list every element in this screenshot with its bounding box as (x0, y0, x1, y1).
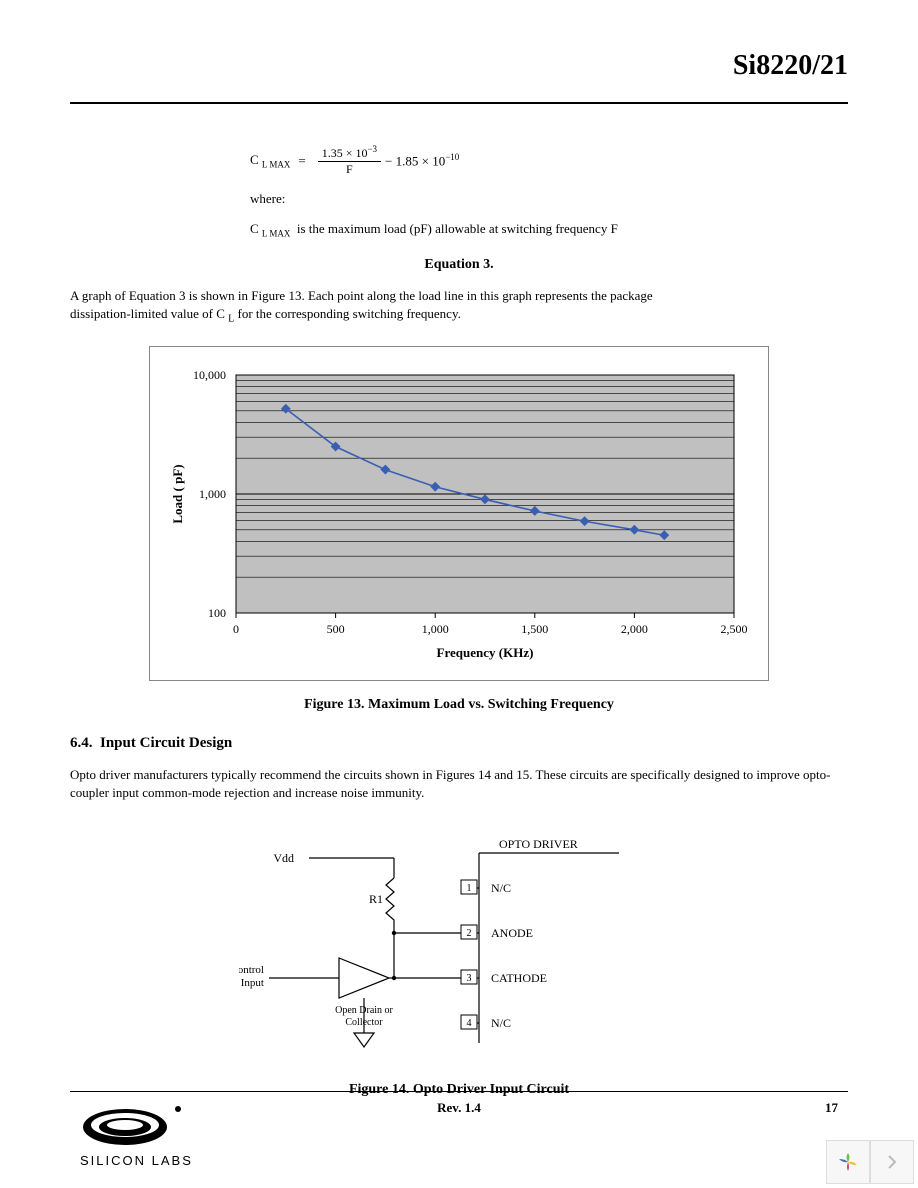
eq-num-top-sup: −3 (367, 144, 377, 154)
svg-text:2,000: 2,000 (621, 622, 648, 636)
logo-icon (80, 1103, 190, 1151)
chart-svg: 0 500 1,000 1,500 2,000 2,500 100 1,000 10,000 Fr… (164, 365, 754, 665)
silabs-logo: SILICON LABS (80, 1103, 193, 1168)
equation-block: C L MAX = 1.35 × 10−3 F − 1.85 × 10−10 w… (250, 144, 848, 239)
svg-text:R1: R1 (369, 892, 383, 906)
paragraph-1: A graph of Equation 3 is shown in Figure… (70, 287, 848, 328)
footer-page-number: 17 (825, 1100, 838, 1116)
svg-text:2: 2 (467, 928, 472, 939)
eq-tail-sup: −10 (445, 152, 459, 162)
svg-text:Frequency (KHz): Frequency (KHz) (437, 645, 534, 660)
eq-tail-text: − 1.85 × 10 (385, 153, 445, 168)
section-number: 6.4. (70, 735, 93, 751)
svg-text:1,000: 1,000 (199, 487, 226, 501)
para1-line2-pre: dissipation-limited value of C (70, 306, 225, 321)
svg-text:4: 4 (467, 1018, 472, 1029)
eq-def-sym: C (250, 221, 259, 236)
equation-main: C L MAX = 1.35 × 10−3 F − 1.85 × 10−10 (250, 144, 848, 177)
svg-text:100: 100 (208, 606, 226, 620)
eq-lhs-sub: L MAX (262, 159, 290, 169)
svg-text:Load ( pF): Load ( pF) (170, 464, 185, 523)
para1-line2-post: for the corresponding switching frequenc… (238, 306, 461, 321)
svg-text:CATHODE: CATHODE (491, 971, 547, 985)
para1-line1: A graph of Equation 3 is shown in Figure… (70, 288, 653, 303)
svg-text:Control: Control (239, 964, 264, 976)
badge-next-icon[interactable] (870, 1140, 914, 1184)
header-rule (70, 102, 848, 104)
svg-text:Vdd: Vdd (273, 851, 294, 865)
circuit-svg: VddR1ControlInputOpen Drain orCollectorO… (239, 833, 679, 1063)
chart-caption: Figure 13. Maximum Load vs. Switching Fr… (70, 697, 848, 713)
badge-logo-icon (826, 1140, 870, 1184)
chart-container: 0 500 1,000 1,500 2,000 2,500 100 1,000 10,000 Fr… (149, 346, 769, 681)
svg-text:500: 500 (327, 622, 345, 636)
eq-def-sub: L MAX (262, 229, 290, 239)
footer-rule (70, 1091, 848, 1092)
doc-title: Si8220/21 (70, 50, 848, 82)
svg-text:1,500: 1,500 (521, 622, 548, 636)
eq-def-text: is the maximum load (pF) allowable at sw… (297, 221, 618, 236)
svg-text:ANODE: ANODE (491, 926, 533, 940)
eq-lhs-sym: C (250, 152, 259, 167)
svg-text:10,000: 10,000 (193, 368, 226, 382)
eq-frac-top: 1.35 × 10−3 (318, 144, 381, 162)
eq-definition: C L MAX is the maximum load (pF) allowab… (250, 221, 848, 239)
svg-text:Input: Input (241, 977, 264, 989)
eq-fraction: 1.35 × 10−3 F (318, 144, 381, 177)
svg-text:N/C: N/C (491, 881, 511, 895)
section-title: Input Circuit Design (100, 735, 232, 751)
bottom-badge[interactable] (826, 1140, 914, 1184)
svg-text:OPTO DRIVER: OPTO DRIVER (499, 837, 578, 851)
eq-where: where: (250, 191, 848, 207)
svg-text:0: 0 (233, 622, 239, 636)
svg-text:1,000: 1,000 (422, 622, 449, 636)
svg-text:3: 3 (467, 973, 472, 984)
svg-text:1: 1 (467, 883, 472, 894)
logo-text: SILICON LABS (80, 1153, 193, 1168)
section-heading: 6.4. Input Circuit Design (70, 735, 848, 752)
eq-tail: − 1.85 × 10−10 (385, 152, 459, 169)
paragraph-2: Opto driver manufacturers typically reco… (70, 766, 848, 804)
para1-sub: L (228, 314, 234, 325)
equation-caption: Equation 3. (70, 257, 848, 273)
eq-sign: = (298, 153, 305, 169)
eq-lhs: C L MAX (250, 152, 290, 170)
eq-frac-bot: F (346, 162, 353, 177)
eq-num-top: 1.35 × 10 (322, 146, 368, 160)
circuit-diagram: VddR1ControlInputOpen Drain orCollectorO… (239, 833, 679, 1068)
svg-text:N/C: N/C (491, 1016, 511, 1030)
svg-text:2,500: 2,500 (721, 622, 748, 636)
